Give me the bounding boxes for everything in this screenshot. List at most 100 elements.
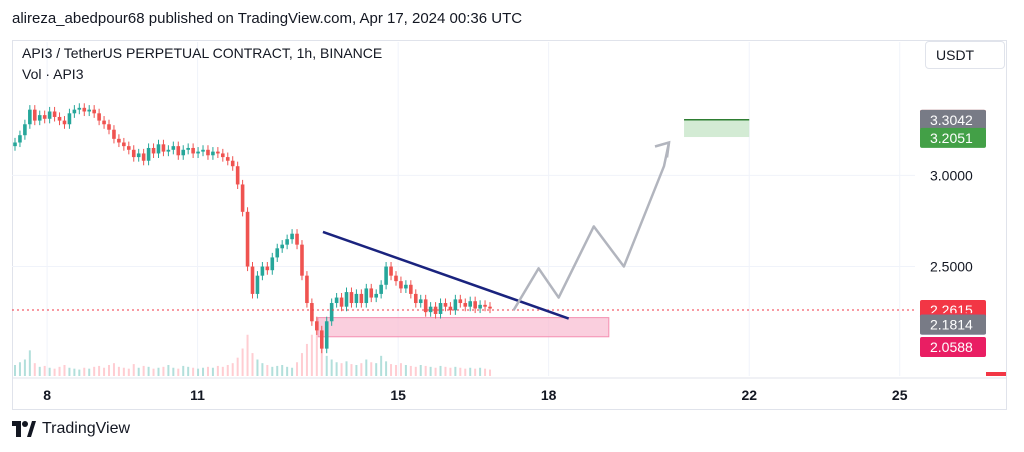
volume-bar xyxy=(53,368,56,376)
candle-body xyxy=(295,233,299,245)
candle-body xyxy=(122,142,126,147)
volume-bar xyxy=(340,363,343,376)
candle-body xyxy=(329,303,334,322)
volume-bar xyxy=(18,362,21,376)
tradingview-footer[interactable]: TradingView xyxy=(12,420,130,438)
candle-body xyxy=(166,149,171,152)
volume-bar xyxy=(330,359,333,376)
candle-body xyxy=(275,248,280,258)
candle-body xyxy=(151,147,156,154)
volume-legend: Vol · API3 xyxy=(22,66,84,82)
descending-trendline xyxy=(322,230,570,320)
scale-marker xyxy=(986,372,1006,376)
candle-body xyxy=(453,299,458,311)
volume-bar xyxy=(88,368,91,376)
volume-bar xyxy=(142,365,145,376)
candle-body xyxy=(47,111,52,119)
projection-arrow-head xyxy=(654,140,671,158)
candle-body xyxy=(413,293,418,304)
candle-body xyxy=(225,157,230,161)
volume-bar xyxy=(73,368,76,376)
x-tick-label: 8 xyxy=(43,387,51,403)
candle-body xyxy=(176,146,181,156)
volume-bar xyxy=(172,367,175,376)
candle-body xyxy=(280,244,284,249)
symbol-legend: API3 / TetherUS PERPETUAL CONTRACT, 1h, … xyxy=(22,45,383,61)
volume-bar xyxy=(48,367,51,376)
volume-bar xyxy=(93,366,96,376)
candle-body xyxy=(488,306,492,309)
price-label-bg xyxy=(920,337,986,358)
projection-path xyxy=(512,142,671,311)
volume-bar xyxy=(83,367,86,376)
volume-bar xyxy=(78,369,81,376)
volume-bar xyxy=(157,367,160,376)
volume-bar xyxy=(345,361,348,376)
candle-body xyxy=(136,153,141,158)
candle-body xyxy=(112,129,116,139)
candle-body xyxy=(240,184,245,212)
volume-bar xyxy=(112,363,115,376)
price-label: 2.1814 xyxy=(930,317,973,333)
candle-body xyxy=(146,147,151,161)
price-label-bg xyxy=(920,109,986,130)
volume-bar xyxy=(360,363,363,376)
candle-body xyxy=(131,149,136,158)
x-tick-label: 15 xyxy=(390,387,406,403)
volume-bar xyxy=(43,365,46,376)
candle-body xyxy=(463,303,468,307)
volume-bar xyxy=(68,367,71,376)
candle-body xyxy=(285,239,289,245)
volume-bar xyxy=(266,365,269,376)
candle-body xyxy=(52,111,57,117)
candle-body xyxy=(67,113,72,125)
price-label: 3.2051 xyxy=(930,130,973,146)
volume-bar xyxy=(489,369,491,376)
candle-body xyxy=(260,266,265,276)
candle-body xyxy=(211,151,215,156)
candle-body xyxy=(339,297,344,307)
candle-body xyxy=(57,116,62,121)
volume-bar xyxy=(103,367,106,376)
candle-body xyxy=(92,109,96,114)
x-tick-label: 22 xyxy=(741,387,757,403)
volume-bar xyxy=(192,367,195,376)
candle-body xyxy=(428,306,433,313)
volume-bar xyxy=(206,366,209,376)
candle-body xyxy=(409,284,413,294)
volume-bar xyxy=(459,367,462,376)
currency-selector[interactable]: USDT xyxy=(925,41,1005,69)
volume-bar xyxy=(281,365,284,376)
y-tick-label: 2.5000 xyxy=(930,259,973,275)
volume-bar xyxy=(474,368,477,376)
volume-bar xyxy=(132,364,135,376)
chart-panel[interactable] xyxy=(12,40,1007,410)
volume-bar xyxy=(197,368,200,376)
candle-body xyxy=(310,303,314,322)
tradingview-logo-icon xyxy=(12,421,36,437)
candle-body xyxy=(379,284,383,294)
x-tick-label: 25 xyxy=(892,387,908,403)
candle-body xyxy=(399,281,403,289)
volume-bar xyxy=(261,363,264,376)
volume-bar xyxy=(108,365,111,376)
footer-brand: TradingView xyxy=(42,420,131,437)
volume-bar xyxy=(434,367,437,376)
volume-bar xyxy=(365,359,368,376)
candle-body xyxy=(127,146,131,150)
volume-bar xyxy=(454,366,457,376)
candle-body xyxy=(438,303,443,314)
volume-bar xyxy=(325,355,328,376)
candle-body xyxy=(448,306,453,311)
volume-bar xyxy=(177,368,180,376)
candle-body xyxy=(196,151,200,154)
volume-bar xyxy=(251,353,254,376)
volume-bar xyxy=(399,363,402,376)
candle-body xyxy=(364,288,369,304)
candle-body xyxy=(423,299,428,313)
candle-body xyxy=(62,120,67,125)
candle-body xyxy=(13,142,17,147)
volume-bar xyxy=(276,365,279,376)
volume-bar xyxy=(226,365,229,376)
